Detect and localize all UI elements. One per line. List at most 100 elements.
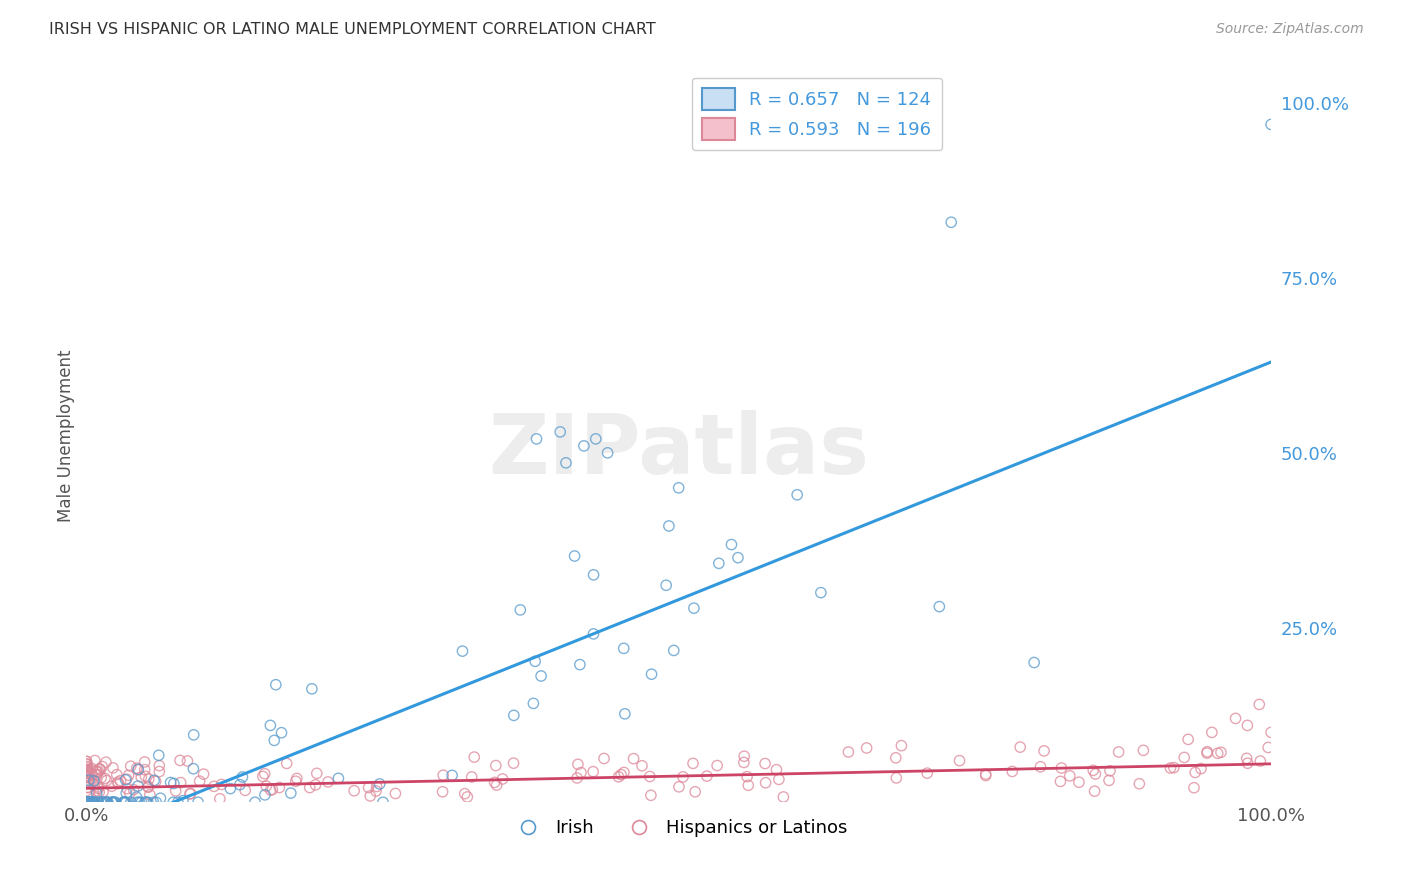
Text: ZIPatlas: ZIPatlas <box>488 409 869 491</box>
Point <box>83 774 105 789</box>
Point <box>80 767 103 781</box>
Point <box>176 754 198 768</box>
Point <box>890 739 912 753</box>
Point <box>662 643 685 657</box>
Point <box>1084 784 1107 798</box>
Point <box>432 768 454 782</box>
Point <box>115 781 138 796</box>
Point <box>765 763 787 777</box>
Point <box>122 782 145 797</box>
Point <box>485 758 508 772</box>
Point <box>1132 743 1154 757</box>
Point <box>253 766 276 780</box>
Point <box>91 795 114 809</box>
Point <box>77 795 100 809</box>
Point <box>837 745 859 759</box>
Point <box>509 603 531 617</box>
Point <box>565 771 588 785</box>
Y-axis label: Male Unemployment: Male Unemployment <box>58 349 75 522</box>
Point <box>167 795 190 809</box>
Point <box>1049 774 1071 789</box>
Point <box>208 791 231 805</box>
Point <box>658 519 681 533</box>
Point <box>76 757 98 772</box>
Point <box>118 786 141 800</box>
Point <box>1236 718 1258 732</box>
Point <box>1108 745 1130 759</box>
Point <box>76 780 98 795</box>
Point <box>145 774 167 789</box>
Point <box>127 779 149 793</box>
Point <box>502 708 524 723</box>
Point <box>77 785 100 799</box>
Point <box>86 767 108 781</box>
Point <box>165 784 187 798</box>
Point <box>76 764 98 779</box>
Point <box>115 795 138 809</box>
Point <box>101 761 124 775</box>
Text: Source: ZipAtlas.com: Source: ZipAtlas.com <box>1216 22 1364 37</box>
Point <box>75 769 97 783</box>
Point <box>114 795 136 809</box>
Point <box>87 780 110 794</box>
Point <box>613 706 636 721</box>
Point <box>80 795 103 809</box>
Point <box>280 786 302 800</box>
Point <box>948 754 970 768</box>
Point <box>298 780 321 795</box>
Point <box>305 766 328 780</box>
Point <box>264 678 287 692</box>
Point <box>84 764 107 779</box>
Point <box>301 681 323 696</box>
Point <box>90 771 112 785</box>
Point <box>263 733 285 747</box>
Point <box>82 795 104 809</box>
Point <box>75 795 97 809</box>
Point <box>107 775 129 789</box>
Point <box>384 787 406 801</box>
Point <box>145 795 167 809</box>
Point <box>610 767 633 781</box>
Point <box>169 753 191 767</box>
Point <box>76 765 98 780</box>
Point <box>623 752 645 766</box>
Point <box>125 790 148 805</box>
Point <box>139 788 162 802</box>
Point <box>76 755 98 769</box>
Point <box>76 756 98 771</box>
Point <box>83 754 105 768</box>
Point <box>1197 745 1219 759</box>
Point <box>75 795 97 809</box>
Point <box>75 795 97 809</box>
Point <box>772 789 794 804</box>
Point <box>454 787 477 801</box>
Point <box>94 772 117 786</box>
Point <box>79 795 101 809</box>
Point <box>90 795 112 809</box>
Point <box>631 758 654 772</box>
Point <box>522 697 544 711</box>
Point <box>183 728 205 742</box>
Point <box>96 795 118 809</box>
Point <box>1260 725 1282 739</box>
Point <box>285 772 308 786</box>
Point <box>568 657 591 672</box>
Point <box>193 767 215 781</box>
Point <box>1098 764 1121 778</box>
Point <box>77 774 100 789</box>
Point <box>75 795 97 809</box>
Point <box>526 432 548 446</box>
Point <box>638 770 661 784</box>
Point <box>86 787 108 801</box>
Point <box>735 770 758 784</box>
Point <box>97 795 120 809</box>
Point <box>655 578 678 592</box>
Point <box>1209 745 1232 759</box>
Point <box>683 601 706 615</box>
Point <box>219 781 242 796</box>
Point <box>706 758 728 772</box>
Point <box>884 751 907 765</box>
Point <box>75 770 97 784</box>
Point <box>91 785 114 799</box>
Point <box>1173 750 1195 764</box>
